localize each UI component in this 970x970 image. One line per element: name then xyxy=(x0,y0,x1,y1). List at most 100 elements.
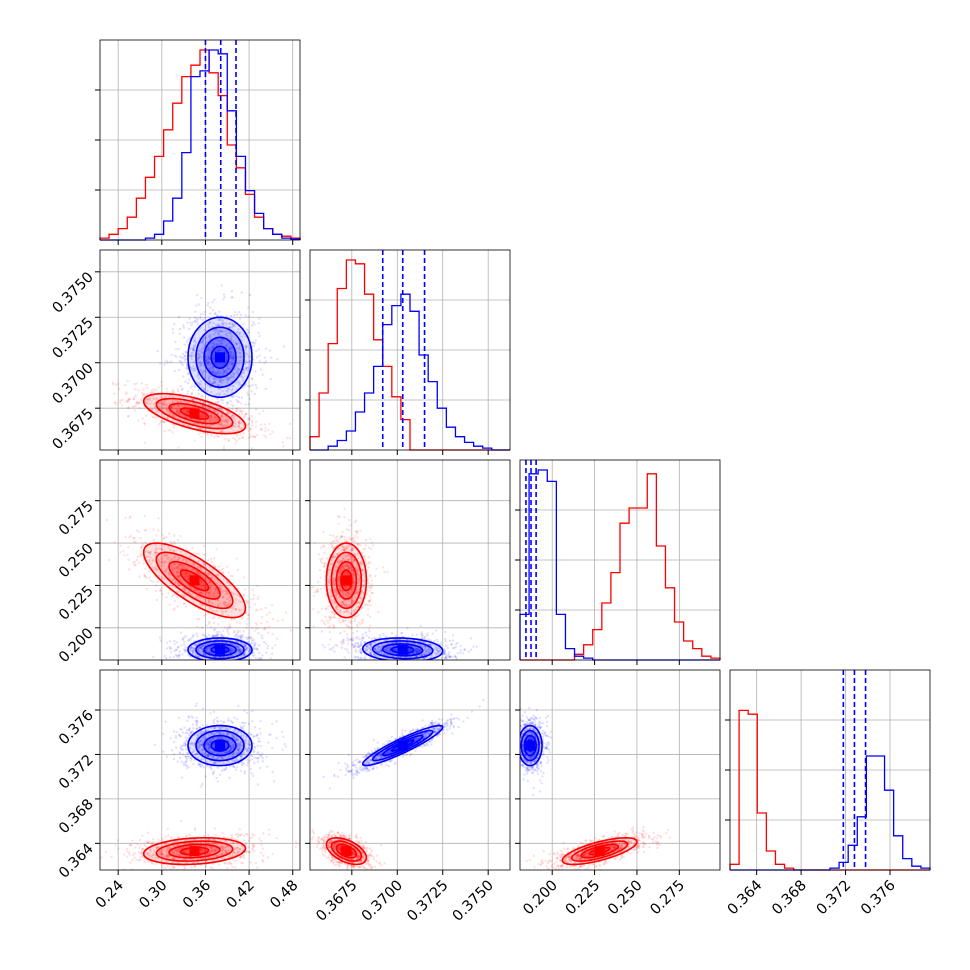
scatter-point xyxy=(211,633,215,637)
scatter-point xyxy=(207,633,211,637)
scatter-point xyxy=(170,405,173,409)
scatter-point xyxy=(227,439,231,443)
scatter-point xyxy=(216,371,219,375)
scatter-point xyxy=(289,629,293,632)
scatter-point xyxy=(177,416,180,420)
scatter-point xyxy=(164,403,167,406)
scatter-point xyxy=(338,584,341,588)
scatter-point xyxy=(245,366,248,370)
scatter-point xyxy=(193,564,197,567)
scatter-point xyxy=(158,401,161,405)
scatter-point xyxy=(163,654,166,658)
scatter-point xyxy=(161,401,165,405)
scatter-point xyxy=(176,387,180,391)
scatter-point xyxy=(253,644,257,647)
scatter-point xyxy=(226,387,230,390)
scatter-point xyxy=(229,650,232,654)
scatter-point xyxy=(212,370,216,374)
scatter-point xyxy=(205,432,209,435)
scatter-point xyxy=(322,564,326,568)
scatter-point xyxy=(327,621,330,625)
scatter-point xyxy=(251,588,254,592)
scatter-point xyxy=(177,315,181,319)
scatter-point xyxy=(235,621,239,624)
scatter-point xyxy=(341,601,344,605)
scatter-point xyxy=(171,395,175,398)
scatter-point xyxy=(172,426,175,429)
scatter-point xyxy=(238,351,241,354)
scatter-point xyxy=(113,541,116,544)
scatter-point xyxy=(239,410,242,413)
scatter-point xyxy=(147,402,150,406)
scatter-point xyxy=(165,568,168,571)
scatter-point xyxy=(192,647,196,650)
scatter-point xyxy=(170,666,172,668)
scatter-point xyxy=(223,393,226,396)
scatter-point xyxy=(220,430,224,433)
scatter-point xyxy=(225,321,228,325)
scatter-point xyxy=(247,366,251,370)
scatter-point xyxy=(222,298,225,301)
scatter-point xyxy=(225,424,228,427)
scatter-point xyxy=(245,366,248,370)
scatter-point xyxy=(170,542,173,545)
scatter-point xyxy=(264,387,267,391)
scatter-point xyxy=(208,664,210,666)
scatter-point xyxy=(173,369,176,373)
scatter-point xyxy=(444,639,447,643)
scatter-point xyxy=(237,424,241,428)
scatter-point xyxy=(229,647,232,650)
scatter-point xyxy=(222,323,225,326)
scatter-point xyxy=(152,528,155,531)
scatter-point xyxy=(208,417,212,421)
scatter-point xyxy=(370,579,373,582)
scatter-point xyxy=(190,397,194,401)
scatter-point xyxy=(207,582,211,585)
scatter-point xyxy=(194,661,196,663)
scatter-point xyxy=(207,663,209,665)
scatter-point xyxy=(171,550,175,553)
scatter-point xyxy=(200,348,203,351)
scatter-point xyxy=(276,358,279,361)
scatter-point xyxy=(185,408,189,412)
y-tick-label: 0.3750 xyxy=(50,269,97,316)
scatter-point xyxy=(360,563,364,566)
scatter-point xyxy=(264,436,268,439)
scatter-point xyxy=(344,547,348,550)
scatter-point xyxy=(208,375,212,378)
scatter-point xyxy=(207,360,211,364)
scatter-point xyxy=(185,571,188,574)
scatter-point xyxy=(180,566,184,570)
scatter-point xyxy=(338,609,342,613)
scatter-point xyxy=(356,569,359,573)
scatter-point xyxy=(153,551,157,554)
scatter-point xyxy=(276,619,279,623)
scatter-point xyxy=(213,578,216,581)
scatter-point xyxy=(255,647,259,651)
scatter-point xyxy=(214,410,217,413)
scatter-point xyxy=(181,564,184,567)
scatter-point xyxy=(193,661,195,663)
scatter-point xyxy=(214,588,218,591)
scatter-point xyxy=(154,551,157,554)
scatter-point xyxy=(245,412,248,416)
scatter-point xyxy=(202,544,206,548)
scatter-point xyxy=(270,652,274,655)
scatter-point xyxy=(241,436,245,440)
scatter-point xyxy=(226,367,229,370)
scatter-point xyxy=(213,415,217,419)
scatter-point xyxy=(166,558,169,561)
scatter-point xyxy=(207,356,211,360)
scatter-point xyxy=(179,631,183,634)
scatter-point xyxy=(232,415,235,418)
scatter-point xyxy=(237,648,240,651)
scatter-point xyxy=(157,410,160,413)
scatter-point xyxy=(176,575,179,578)
scatter-point xyxy=(227,387,230,390)
scatter-point xyxy=(227,375,230,379)
scatter-point xyxy=(185,424,189,427)
scatter-point xyxy=(222,340,226,343)
scatter-point xyxy=(248,416,251,420)
scatter-point xyxy=(232,436,235,440)
scatter-point xyxy=(167,546,170,550)
